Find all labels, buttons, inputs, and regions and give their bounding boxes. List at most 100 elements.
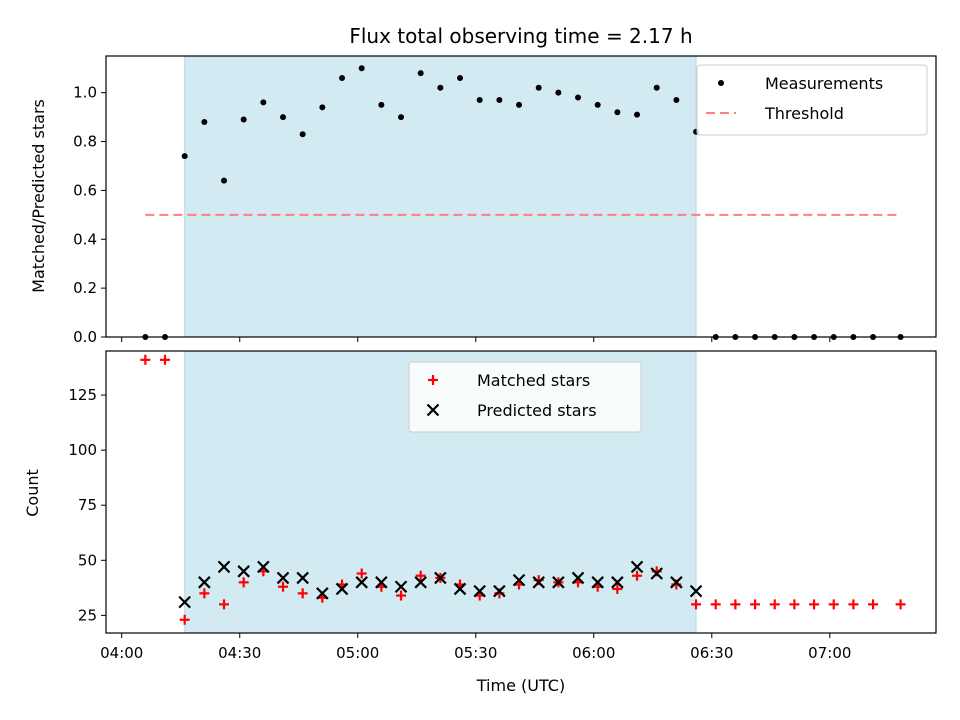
measurements-point <box>201 118 208 125</box>
y-tick-label: 25 <box>78 606 97 624</box>
legend: Measurements Threshold <box>696 64 928 136</box>
matched-stars-point <box>710 599 721 610</box>
y-tick-label: 0.0 <box>73 328 97 346</box>
x-tick-label: 06:30 <box>690 644 733 662</box>
matched-stars-point <box>769 599 780 610</box>
measurements-point <box>457 74 464 81</box>
predicted-stars-point <box>689 584 703 598</box>
predicted-stars-point <box>650 567 663 580</box>
matched-stars-point <box>219 599 230 610</box>
predicted-stars-point <box>355 576 368 589</box>
legend-box <box>408 361 642 433</box>
legend-label-matched-stars: Matched stars <box>477 371 590 390</box>
matched-stars-point <box>396 590 407 601</box>
measurements-point <box>496 96 503 103</box>
measurements-point <box>634 111 641 118</box>
y-tick-label: 0.4 <box>73 230 97 248</box>
matched-stars-point <box>160 354 171 365</box>
predicted-stars-point <box>335 582 349 596</box>
matched-stars-point <box>179 614 190 625</box>
predicted-stars-point <box>276 571 290 585</box>
predicted-stars-point <box>296 571 309 585</box>
y-tick-label: 0.2 <box>73 279 97 297</box>
bottom-panel: Count Time (UTC) 25 50 75 100 125 04:00 04:30 0… <box>23 350 937 695</box>
predicted-stars-point <box>453 582 467 596</box>
measurements-point <box>339 74 346 81</box>
measurements-point <box>516 101 523 108</box>
legend-box <box>696 64 928 136</box>
predicted-stars-point <box>591 576 604 589</box>
measurements-point <box>358 65 365 72</box>
predicted-stars-point <box>257 560 270 574</box>
predicted-stars-point <box>630 560 644 574</box>
measurements-point <box>260 99 267 106</box>
matched-stars-point <box>612 583 623 594</box>
matched-stars-point <box>415 570 426 581</box>
predicted-stars-point <box>552 576 565 589</box>
measurements-point <box>535 84 542 91</box>
predicted-stars-point <box>414 576 427 589</box>
legend-label-predicted-stars: Predicted stars <box>477 401 597 420</box>
legend: Matched stars Predicted stars <box>408 361 642 433</box>
matched-stars-point <box>868 599 879 610</box>
top-panel: Flux total observing time = 2.17 h Match… <box>29 24 937 346</box>
measurements-point <box>673 96 680 103</box>
measurements-point <box>280 114 287 121</box>
y-tick-label: 75 <box>78 496 97 514</box>
predicted-stars-point <box>198 576 211 589</box>
predicted-stars-point <box>434 571 447 585</box>
x-tick-label: 05:00 <box>336 644 379 662</box>
y-tick-label: 125 <box>68 386 97 404</box>
measurements-point <box>299 131 306 138</box>
matched-stars-point <box>730 599 741 610</box>
bottom-y-axis-label: Count <box>23 469 42 517</box>
x-tick-label: 04:30 <box>218 644 261 662</box>
legend-label-measurements: Measurements <box>765 74 883 93</box>
measurements-point <box>437 84 444 91</box>
matched-stars-point <box>356 568 367 579</box>
matched-stars-point <box>828 599 839 610</box>
matched-stars-point <box>278 581 289 592</box>
top-y-axis-label: Matched/Predicted stars <box>29 99 48 293</box>
observing-window-span <box>184 55 697 338</box>
matched-stars-point <box>750 599 761 610</box>
bottom-plot-area: 25 50 75 100 125 04:00 04:30 05:00 05:30 06:00 06:… <box>68 350 937 662</box>
matched-stars-point <box>691 599 702 610</box>
matched-stars-point <box>297 588 308 599</box>
top-plot-area: 0.0 0.2 0.4 0.6 0.8 1.0 Measurements Threshold <box>73 55 937 346</box>
x-axis-label: Time (UTC) <box>476 676 565 695</box>
measurements-point <box>181 153 188 160</box>
x-tick-label: 04:00 <box>100 644 143 662</box>
matched-stars-point <box>199 588 210 599</box>
predicted-stars-point <box>670 576 683 589</box>
predicted-stars-point <box>532 576 545 589</box>
y-tick-label: 100 <box>68 441 97 459</box>
plot-frame <box>105 55 937 338</box>
measurements-point <box>575 94 582 101</box>
measurements-point <box>378 101 385 108</box>
x-tick-label: 07:00 <box>808 644 851 662</box>
y-tick-label: 1.0 <box>73 84 97 102</box>
predicted-stars-point <box>473 584 486 598</box>
predicted-stars-point <box>237 565 250 578</box>
matched-stars-point <box>809 599 820 610</box>
measurements-point <box>319 104 326 111</box>
legend-swatch-predicted-stars <box>426 403 440 417</box>
predicted-stars-point <box>493 584 506 598</box>
legend-label-threshold: Threshold <box>764 104 844 123</box>
predicted-stars-point <box>611 576 624 589</box>
matched-stars-point <box>238 577 249 588</box>
y-tick-label: 50 <box>78 551 97 569</box>
predicted-stars-point <box>394 580 408 594</box>
measurements-point <box>653 84 660 91</box>
y-tick-label: 0.8 <box>73 133 97 151</box>
x-tick-label: 05:30 <box>454 644 497 662</box>
measurements-point <box>417 70 424 77</box>
predicted-stars-point <box>178 595 191 609</box>
measurements-point <box>614 109 621 116</box>
measurements-point <box>555 89 562 96</box>
y-tick-label: 0.6 <box>73 181 97 199</box>
predicted-stars-point <box>316 587 329 600</box>
matched-stars-point <box>895 599 906 610</box>
matched-stars-point <box>140 354 151 365</box>
